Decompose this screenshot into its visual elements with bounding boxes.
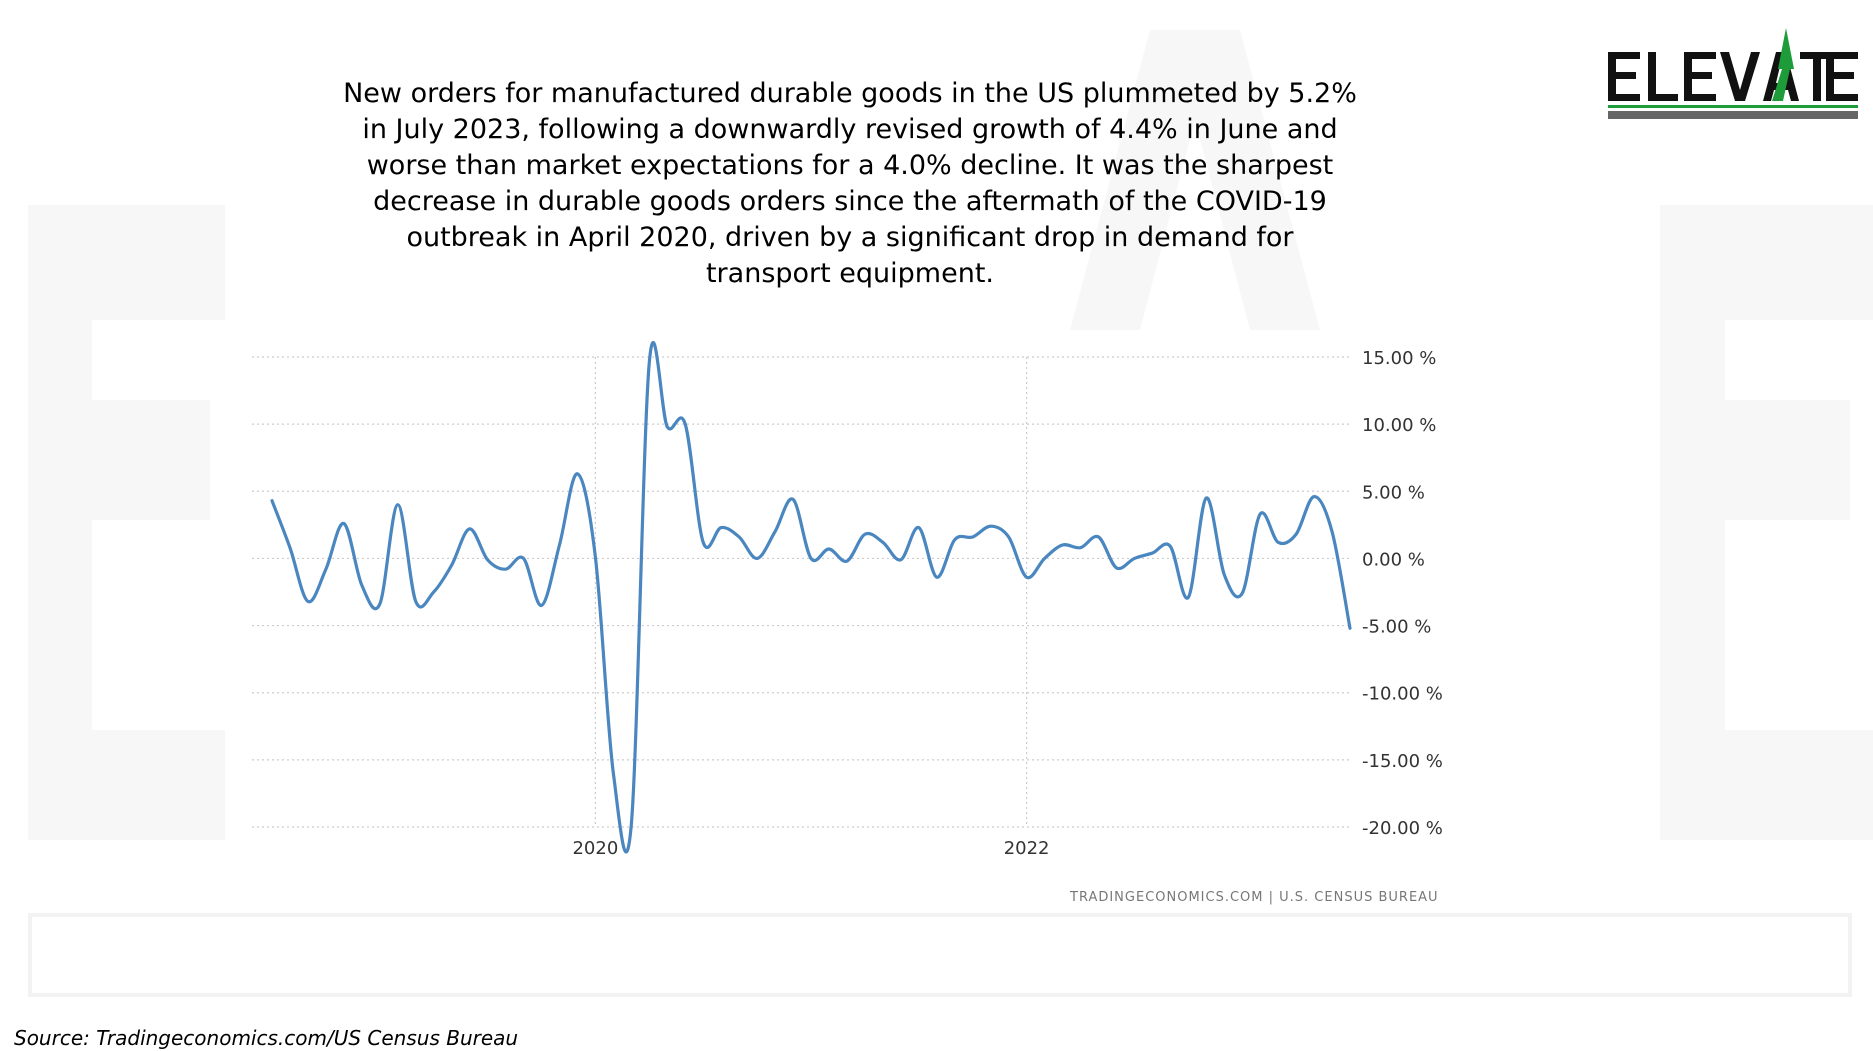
y-tick-label: 0.00 %: [1362, 549, 1425, 570]
logo-letter-e2: [1684, 52, 1716, 101]
data-points: [271, 362, 1351, 825]
logo-letter-e: [1608, 52, 1640, 101]
watermark-band: [28, 913, 1852, 997]
y-tick-label: -20.00 %: [1362, 818, 1443, 839]
logo-wordmark: [1608, 52, 1858, 101]
logo-letter-t: [1800, 52, 1834, 101]
watermark-letter: [28, 205, 225, 840]
y-tick-label: -15.00 %: [1362, 751, 1443, 772]
logo-letter-l: [1648, 52, 1678, 101]
x-tick-label: 2022: [1004, 838, 1050, 859]
y-tick-label: 15.00 %: [1362, 348, 1436, 369]
series-line: [270, 341, 1352, 854]
logo-tagline-bar: [1608, 111, 1858, 119]
chart-source-credit: TRADINGECONOMICS.COM | U.S. CENSUS BUREA…: [1070, 890, 1439, 905]
y-tick-label: 10.00 %: [1362, 415, 1436, 436]
logo-arrow-icon: [1772, 28, 1794, 101]
y-tick-labels: 15.00 % 10.00 % 5.00 % 0.00 % -5.00 % -10.00 …: [1362, 348, 1443, 839]
watermark-tagline: [28, 913, 1852, 997]
watermark-letter: [1070, 30, 1320, 330]
watermark-letter: [1660, 205, 1873, 840]
x-tick-labels: 2020 2022: [572, 838, 1049, 859]
x-tick-label: 2020: [572, 838, 618, 859]
logo-letter-e3: [1826, 52, 1858, 101]
logo-underline: [1608, 105, 1858, 108]
watermark-letters: [28, 30, 1873, 840]
y-tick-label: -5.00 %: [1362, 617, 1431, 638]
y-tick-label: 5.00 %: [1362, 482, 1425, 503]
y-tick-label: -10.00 %: [1362, 684, 1443, 705]
chart-grid: [252, 356, 1350, 828]
logo-letter-v: [1720, 52, 1760, 101]
logo-letter-a: [1763, 52, 1799, 101]
brand-logo: [1608, 28, 1858, 119]
source-note: Source: Tradingeconomics.com/US Census B…: [14, 1026, 519, 1050]
headline: New orders for manufactured durable good…: [343, 78, 1357, 289]
